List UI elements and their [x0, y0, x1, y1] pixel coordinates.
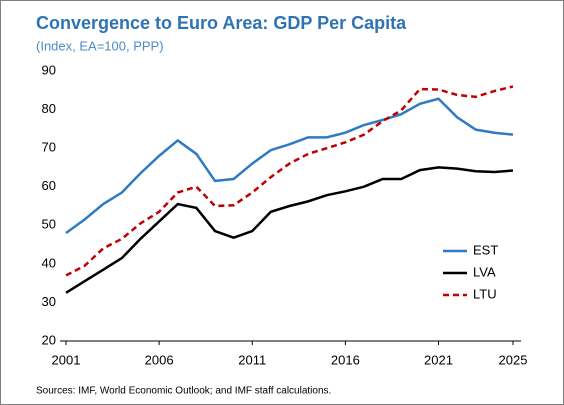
chart-title: Convergence to Euro Area: GDP Per Capita — [36, 13, 407, 33]
x-tick-label: 2025 — [499, 352, 528, 367]
y-tick-label: 60 — [42, 178, 56, 193]
x-tick-label: 2006 — [145, 352, 174, 367]
y-tick-label: 20 — [42, 332, 56, 347]
y-tick-label: 70 — [42, 140, 56, 155]
series-line — [65, 97, 514, 235]
y-tick-label: 90 — [42, 62, 56, 77]
source-note: Sources: IMF, World Economic Outlook; an… — [36, 386, 331, 397]
y-tick-label: 50 — [42, 217, 56, 232]
x-tick-label: 2011 — [238, 352, 266, 367]
legend-label: LVA — [473, 264, 496, 279]
y-tick-label: 40 — [42, 255, 56, 270]
chart-subtitle: (Index, EA=100, PPP) — [36, 38, 164, 53]
legend-label: LTU — [473, 286, 497, 301]
x-tick-label: 2016 — [331, 352, 360, 367]
y-tick-label: 80 — [42, 101, 56, 116]
legend-label: EST — [473, 242, 498, 257]
series-line — [65, 85, 514, 277]
x-tick-label: 2021 — [424, 352, 453, 367]
series-line — [65, 166, 514, 294]
x-tick-label: 2001 — [52, 352, 81, 367]
y-tick-label: 30 — [42, 294, 56, 309]
